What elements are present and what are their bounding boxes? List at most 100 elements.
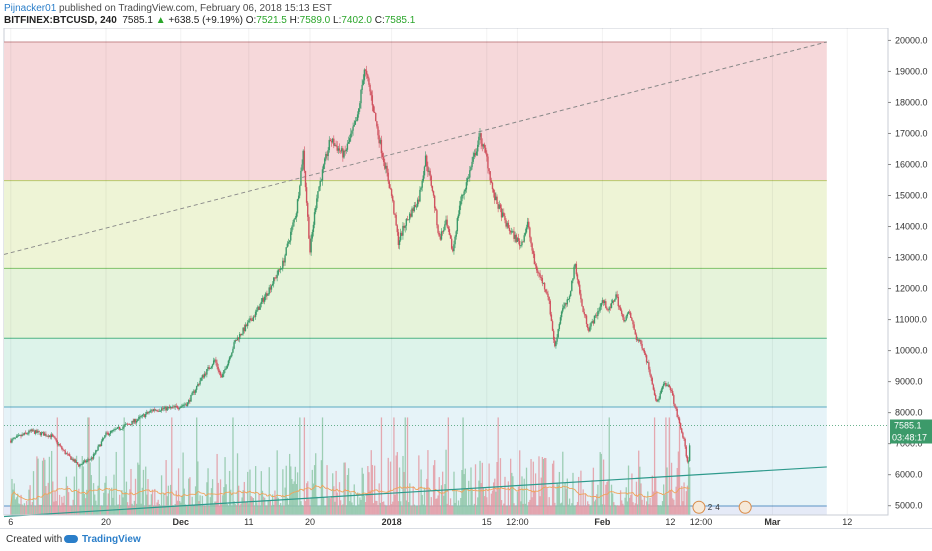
volume-bar [447,417,449,515]
volume-bar [138,464,140,515]
volume-bar [468,480,470,515]
candle-body [333,138,335,146]
candle-body [664,383,666,384]
candle-body [234,340,236,343]
candle-body [675,406,677,410]
candle-body [360,89,362,104]
candle-body [504,216,506,221]
volume-bar [482,487,485,515]
volume-bar [371,464,374,515]
candle-body [380,139,383,154]
candle-body [562,308,564,312]
volume-bar [525,467,528,515]
volume-bar [638,450,640,515]
candle-body [584,314,587,316]
candle-body [139,416,141,418]
volume-bar [53,501,55,515]
candle-body [53,436,55,438]
candle-body [87,459,89,461]
candle-body [81,463,83,465]
candle-body [142,414,145,416]
candle-body [385,165,387,169]
volume-bar [255,466,257,515]
candle-body [269,287,272,290]
volume-bar [208,505,210,515]
volume-bar [86,489,88,515]
candle-body [211,364,214,367]
candle-body [487,156,489,169]
volume-bar [678,417,681,515]
volume-bar [377,505,379,515]
candle-body [146,412,148,415]
candle-body [59,445,62,447]
countdown-label-box [890,431,932,444]
volume-bar [113,474,115,515]
volume-bar [27,505,29,515]
volume-bar [388,505,391,515]
candle-body [19,435,21,436]
volume-bar [45,486,47,515]
candle-body [299,185,301,196]
volume-bar [614,504,616,515]
candle-body [46,435,48,437]
volume-bar [588,504,590,515]
volume-bar [18,503,20,515]
candle-body [311,232,313,239]
candle-body [283,260,285,263]
volume-bar [154,488,156,515]
volume-bar [489,505,491,515]
volume-bar [214,501,216,515]
volume-bar [197,461,199,515]
volume-bar [402,455,404,515]
volume-bar [516,491,519,515]
support-trend-line[interactable] [3,466,827,518]
volume-bar [205,505,207,515]
candle-body [143,414,146,418]
candle-body [313,212,316,225]
candle-body [489,171,491,181]
x-tick-label: Mar [764,517,781,527]
volume-bar [360,499,362,515]
volume-bar [17,493,19,515]
candle-body [141,414,143,417]
volume-bar [202,505,205,515]
candle-body [242,327,244,334]
candle-body [572,278,574,281]
high-label: H: [289,15,300,26]
candle-body [465,182,468,190]
candle-body [239,334,241,340]
dashed-trend-line[interactable] [3,41,827,255]
candle-body [307,202,309,217]
candle-body [237,337,240,340]
us-flag-icon[interactable] [692,500,706,514]
volume-bar [417,505,419,515]
candle-body [24,432,27,434]
candle-body [461,194,463,202]
candle-body [207,367,209,370]
volume-bar [627,465,630,515]
y-tick-label: 12000.0 [895,284,928,294]
volume-bar [591,480,593,515]
price-chart[interactable]: 2 420000.019000.018000.017000.016000.0150… [0,28,932,528]
candle-body [602,300,605,304]
volume-bar [62,502,64,515]
author-link[interactable]: Pijnacker01 [4,3,57,14]
candle-body [532,250,534,254]
candle-body [586,324,589,329]
volume-bar [495,491,497,515]
candle-body [437,225,439,233]
candle-body [606,307,608,310]
us-flag-icon[interactable] [738,500,752,514]
candle-body [140,416,142,418]
candle-body [512,231,514,233]
volume-bar [396,452,398,515]
volume-bar [419,505,421,515]
volume-bar [647,491,649,515]
volume-bar [299,417,301,515]
volume-bar [635,481,638,515]
volume-bar [300,501,302,515]
candle-body [679,423,682,429]
volume-bar [632,502,634,515]
tradingview-brand-link[interactable]: TradingView [82,534,141,545]
candle-body [386,165,388,173]
